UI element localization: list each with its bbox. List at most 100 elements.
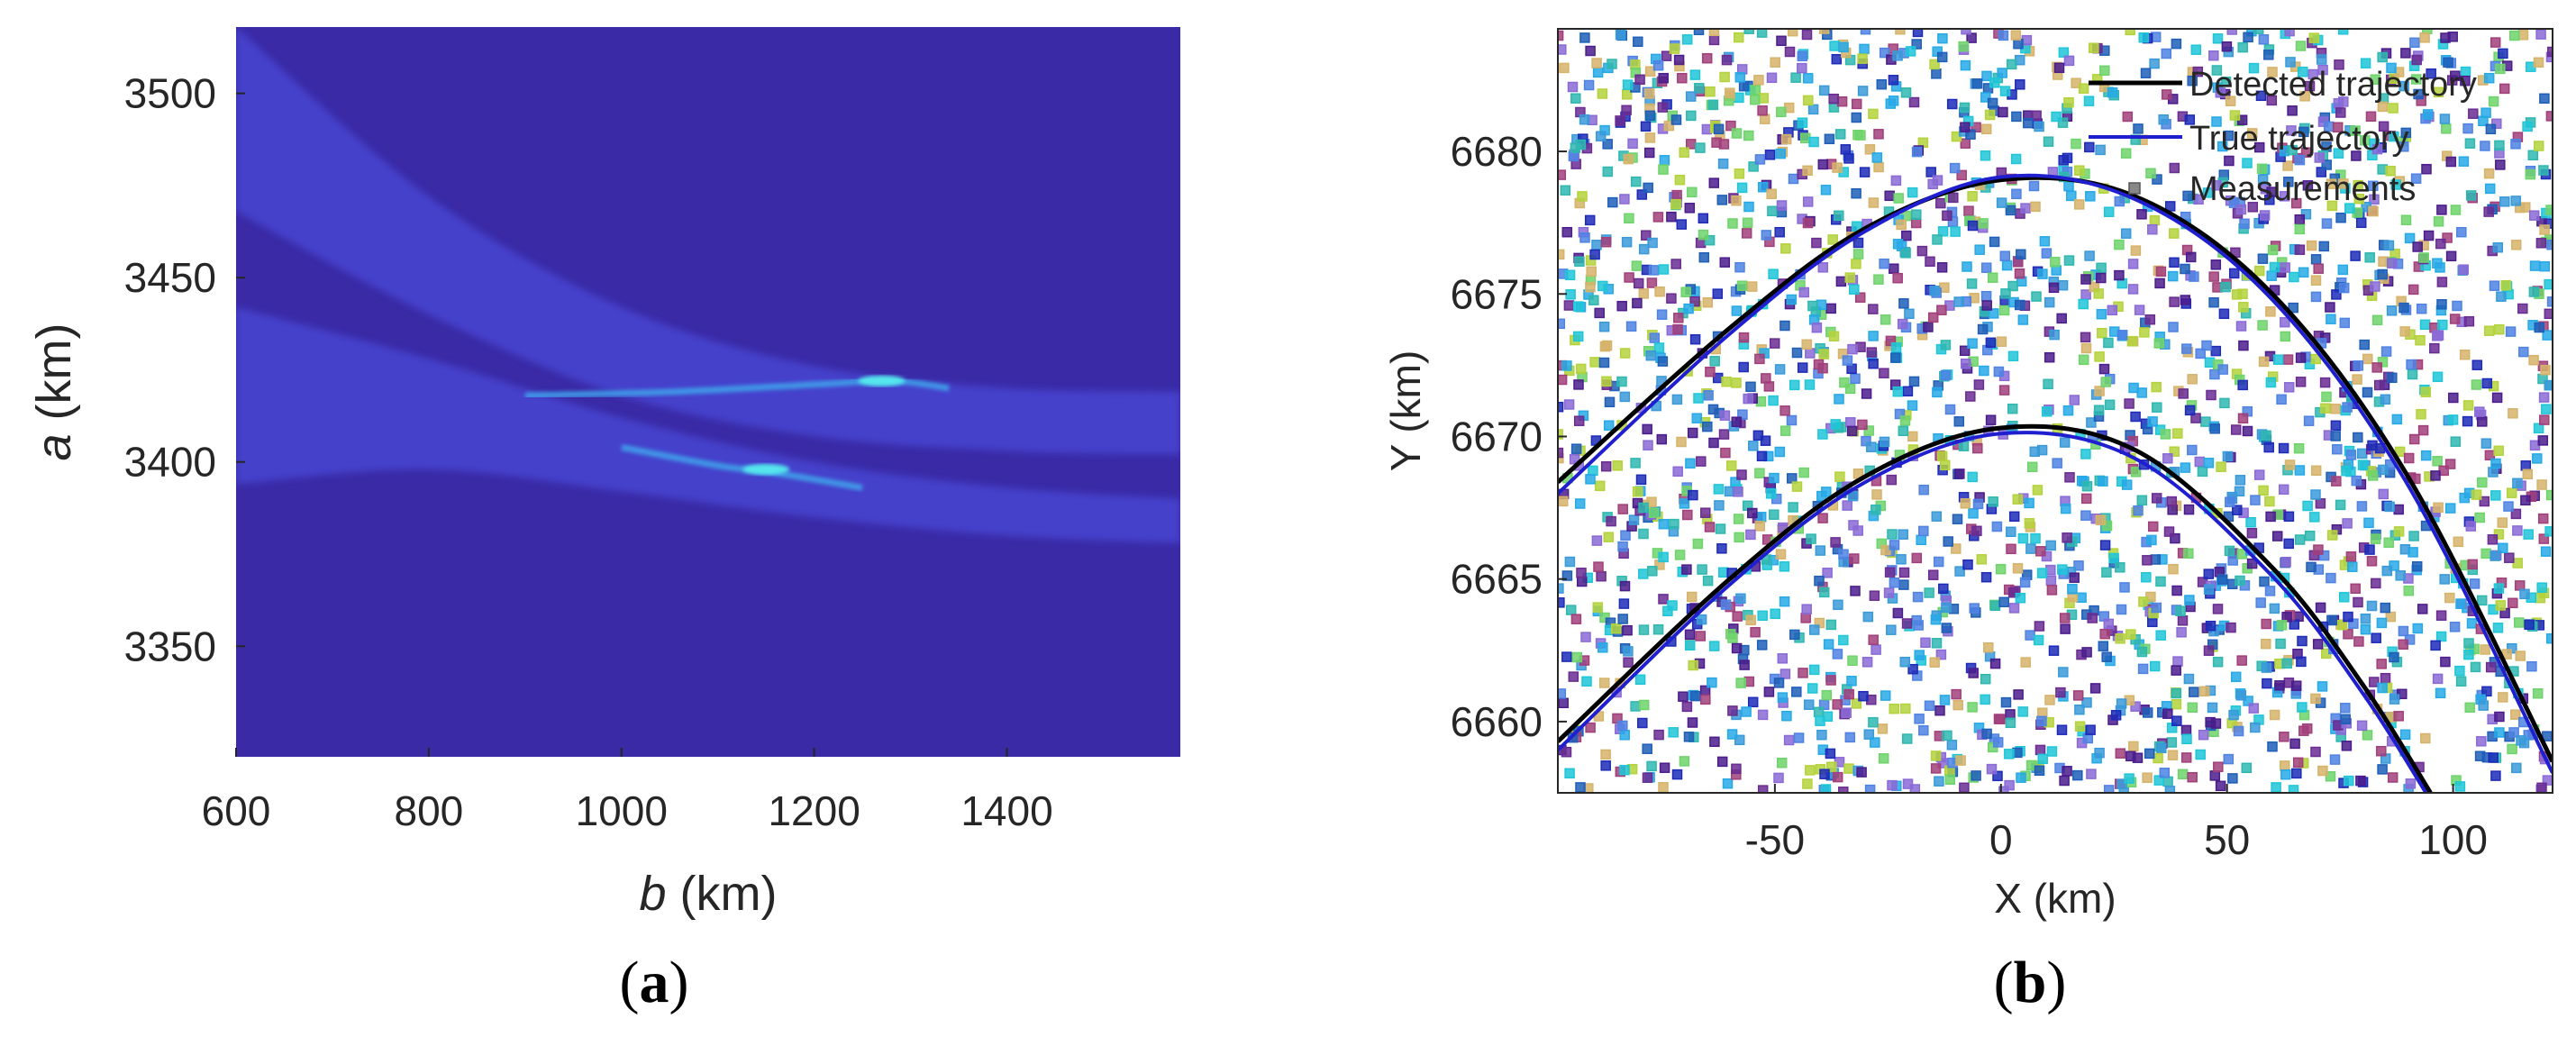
measurement-point [2411,54,2422,66]
measurement-point [2333,148,2344,159]
measurement-point [1621,105,1632,116]
measurement-point [2491,118,2502,130]
measurement-point [2001,259,2013,271]
measurement-point [2167,750,2179,760]
measurement-point [2259,576,2270,587]
measurement-point [2471,359,2483,370]
measurement-point [1773,678,1785,688]
measurement-point [2344,203,2355,214]
measurement-point [1889,263,1899,274]
measurement-point [1971,78,1983,89]
measurement-point [1816,490,1827,502]
measurement-point [2393,526,2405,537]
measurement-point [2035,546,2046,557]
measurement-point [1967,471,1978,483]
y-tick-label-b: 6660 [1451,698,1543,745]
measurement-point [2164,786,2176,793]
measurement-point [2097,327,2107,339]
measurement-point [2200,416,2211,427]
measurement-point [1920,637,1931,649]
measurement-point [2071,77,2081,88]
measurement-point [2169,446,2180,457]
measurement-point [1642,743,1652,754]
measurement-point [1887,779,1898,791]
measurement-point [2024,497,2034,509]
measurement-point [2310,693,2321,705]
measurement-point [1980,262,1992,273]
measurement-point [2258,485,2269,496]
measurement-point [1677,72,1688,84]
measurement-point [2423,230,2435,241]
measurement-point [2386,305,2398,316]
measurement-point [2288,785,2299,793]
measurement-point [2049,329,2060,341]
measurement-point [1689,690,1701,702]
measurement-point [1645,350,1657,361]
measurement-point [1958,41,1969,52]
measurement-point [2468,108,2479,119]
measurement-point [1942,730,1952,741]
measurement-point [1825,619,1837,631]
measurement-point [1591,58,1602,68]
measurement-point [1635,474,1647,486]
measurement-point [1727,218,1738,229]
measurement-point [1871,489,1882,500]
measurement-point [2137,663,2149,675]
measurement-point [2153,752,2163,764]
measurement-point [1987,97,1998,109]
measurement-point [2237,413,2249,424]
measurement-point [1935,197,1946,209]
measurement-point [2462,415,2473,427]
measurement-point [1992,737,2004,748]
measurement-point [1847,655,1858,666]
measurement-point [1666,211,1677,223]
measurement-point [1646,760,1657,772]
measurement-point [2512,525,2523,536]
measurement-point [2232,505,2243,515]
measurement-point [2159,768,2171,778]
measurement-point [1661,50,1672,61]
measurement-point [2522,468,2534,480]
measurement-point [2479,496,2490,507]
measurement-point [2205,716,2216,728]
measurement-point [1733,32,1744,43]
measurement-point [2142,707,2153,718]
measurement-point [2147,521,2159,532]
measurement-point [2154,277,2165,289]
measurement-point [2419,32,2430,43]
measurement-point [2139,327,2150,338]
measurement-point [2351,150,2362,161]
measurement-point [1766,188,1777,200]
measurement-point [2094,747,2105,759]
measurement-point [1681,564,1692,575]
measurement-point [1624,213,1634,224]
measurement-point [2389,651,2399,663]
measurement-point [1938,583,1949,595]
measurement-point [2071,138,2081,150]
measurement-point [1900,87,1912,98]
measurement-point [2335,212,2346,223]
measurement-point [1798,287,1810,298]
measurement-point [1888,96,1899,106]
measurement-point [1791,347,1803,359]
measurement-point [1897,318,1908,330]
measurement-point [1606,515,1616,527]
measurement-point [1747,696,1759,708]
measurement-point [1630,701,1641,712]
measurement-point [2178,388,2189,399]
measurement-point [2376,617,2388,629]
measurement-point [2152,174,2162,185]
measurement-point [1963,205,1974,216]
measurement-point [2383,240,2395,251]
measurement-point [2257,253,2269,264]
measurement-point [1822,568,1833,578]
measurement-point [2465,190,2477,201]
measurement-point [2298,725,2309,736]
measurement-point [1718,567,1729,578]
measurement-point [1754,353,1765,365]
measurement-point [1936,450,1948,462]
measurement-point [1989,236,2000,248]
measurement-point [2177,769,2189,780]
measurement-point [2408,547,2418,558]
measurement-point [1843,763,1854,774]
